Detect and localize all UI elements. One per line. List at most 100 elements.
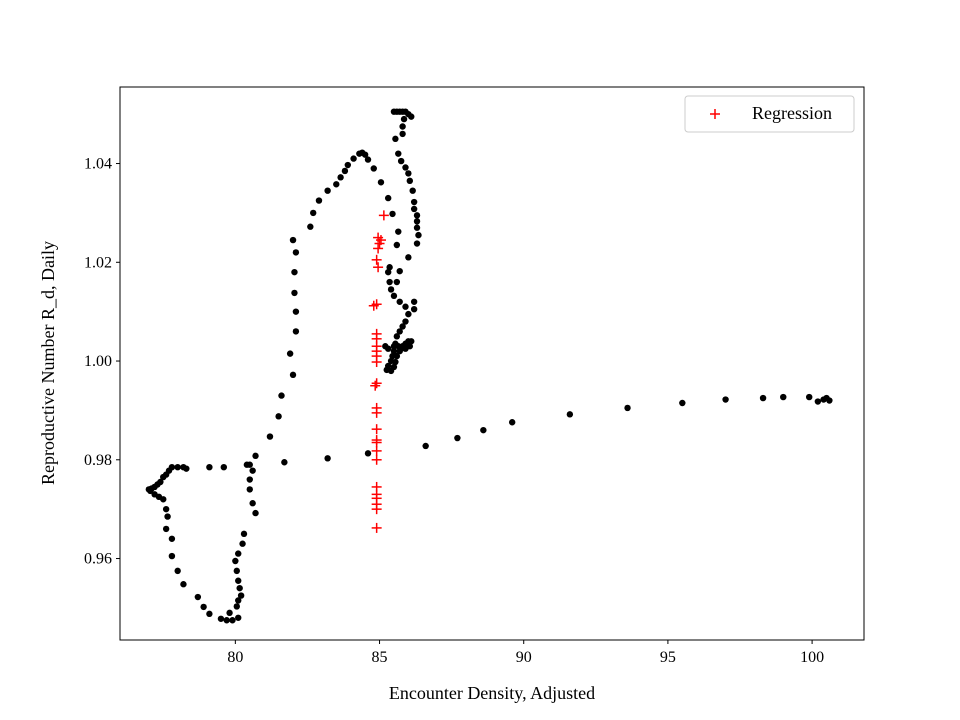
data-point xyxy=(399,108,406,115)
x-tick-label: 80 xyxy=(227,649,243,666)
data-point xyxy=(396,267,403,275)
data-point xyxy=(180,463,187,471)
data-point xyxy=(229,617,236,624)
data-point xyxy=(246,476,253,483)
regression-point xyxy=(371,504,382,515)
data-point xyxy=(220,463,228,471)
data-point xyxy=(392,358,399,366)
y-tick-label: 1.04 xyxy=(84,156,112,173)
data-point xyxy=(249,500,256,507)
data-point xyxy=(384,268,392,276)
data-point xyxy=(408,113,415,120)
data-point xyxy=(410,205,418,213)
data-point xyxy=(239,540,246,547)
data-point xyxy=(232,557,239,565)
data-point xyxy=(292,249,300,256)
x-tick-label: 90 xyxy=(516,649,532,666)
data-point xyxy=(399,123,406,130)
plot-frame xyxy=(119,86,865,641)
data-point xyxy=(722,396,729,403)
data-point xyxy=(252,452,259,460)
data-point xyxy=(364,156,372,163)
regression-point xyxy=(374,238,385,249)
data-point xyxy=(324,455,331,462)
data-point xyxy=(266,433,274,440)
data-point xyxy=(624,404,631,412)
data-point xyxy=(377,179,385,186)
regression-point xyxy=(371,522,382,533)
data-point xyxy=(409,187,416,194)
regression-point xyxy=(373,262,384,273)
data-point xyxy=(180,581,187,588)
data-point xyxy=(390,347,398,355)
data-point xyxy=(395,150,402,157)
data-point xyxy=(390,343,398,350)
data-point xyxy=(344,161,352,169)
data-point xyxy=(393,278,401,286)
data-point xyxy=(393,108,401,115)
data-point xyxy=(413,218,421,225)
data-point xyxy=(402,318,409,325)
data-point xyxy=(292,308,300,315)
data-point xyxy=(341,167,349,175)
data-point xyxy=(408,338,415,345)
series-regression xyxy=(368,210,389,533)
y-tick-label: 1.00 xyxy=(84,353,112,370)
data-point xyxy=(454,434,461,442)
data-point xyxy=(400,115,408,123)
data-point xyxy=(780,393,787,401)
data-point xyxy=(235,597,242,604)
legend: Regression xyxy=(684,95,855,133)
data-point xyxy=(566,411,574,418)
legend-plus-mark xyxy=(710,109,720,119)
data-point xyxy=(235,577,242,584)
data-point xyxy=(217,615,225,622)
data-point xyxy=(278,392,285,399)
data-point xyxy=(350,155,357,162)
data-point xyxy=(386,264,393,271)
legend-box xyxy=(684,95,855,133)
data-point xyxy=(397,157,405,165)
data-point xyxy=(405,310,412,318)
data-point xyxy=(396,328,403,335)
data-point xyxy=(395,228,402,235)
data-point xyxy=(237,592,245,599)
data-point xyxy=(291,289,298,297)
data-point xyxy=(393,241,401,249)
y-axis-label: Reproductive Number R_d, Daily xyxy=(38,241,58,485)
data-point xyxy=(286,350,294,357)
data-point xyxy=(246,461,253,468)
data-point xyxy=(370,165,377,172)
data-point xyxy=(389,210,396,218)
y-tick-label: 1.02 xyxy=(84,254,112,271)
data-point xyxy=(410,298,418,305)
data-point xyxy=(223,617,230,624)
x-tick-label: 85 xyxy=(372,649,388,666)
data-point xyxy=(249,467,256,474)
data-point xyxy=(233,567,240,575)
data-point xyxy=(820,396,827,403)
legend-label-regression: Regression xyxy=(752,103,832,123)
data-point xyxy=(361,151,369,158)
data-point xyxy=(233,603,240,610)
data-point xyxy=(292,328,300,335)
data-point xyxy=(174,567,181,575)
data-point xyxy=(410,198,418,206)
data-point xyxy=(396,298,403,305)
data-point xyxy=(410,305,418,313)
regression-point xyxy=(371,407,382,418)
data-point xyxy=(386,278,393,286)
data-point xyxy=(252,509,259,517)
data-point xyxy=(168,535,176,542)
data-point xyxy=(333,181,340,188)
data-point xyxy=(206,463,213,471)
data-point xyxy=(147,487,154,495)
data-point xyxy=(392,135,399,143)
data-point xyxy=(399,130,406,138)
data-point xyxy=(384,194,392,202)
data-point xyxy=(236,584,243,592)
y-tick-label: 0.96 xyxy=(84,551,112,568)
data-point xyxy=(324,187,331,194)
regression-point xyxy=(371,357,382,368)
data-point xyxy=(405,170,412,177)
